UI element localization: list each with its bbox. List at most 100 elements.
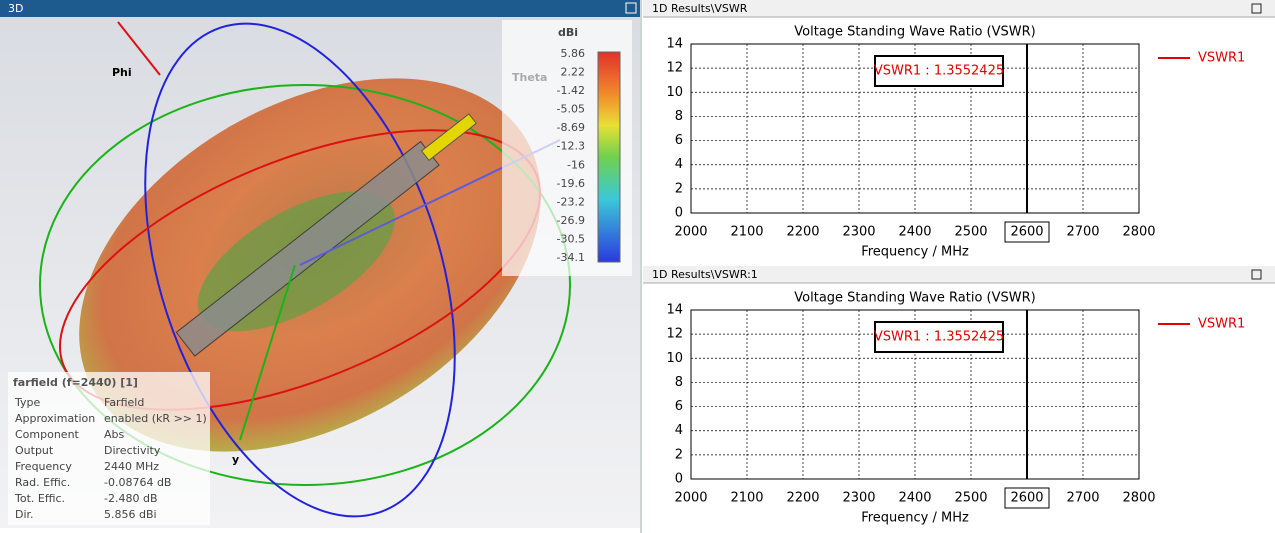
panel-header <box>0 0 640 17</box>
info-key: Rad. Effic. <box>15 476 70 489</box>
y-tick-label: 14 <box>666 303 683 318</box>
x-tick-label: 2600 <box>1010 225 1043 240</box>
info-key: Tot. Effic. <box>14 492 65 505</box>
info-key: Frequency <box>15 460 72 473</box>
chart-panel: 1D Results\VSWR:1 Voltage Standing Wave R… <box>643 266 1275 526</box>
marker-label: VSWR1 : 1.3552425 <box>874 330 1004 345</box>
x-tick-label: 2800 <box>1122 225 1155 240</box>
info-title: farfield (f=2440) [1] <box>13 376 138 389</box>
colorbar-tick-label: -8.69 <box>557 121 585 134</box>
plot-frame <box>690 43 1140 214</box>
chart-panel: 1D Results\VSWR Voltage Standing Wave Rat… <box>643 0 1275 260</box>
info-key: Type <box>14 396 40 409</box>
panel-header <box>643 0 1275 17</box>
x-tick-label: 2300 <box>842 491 875 506</box>
colorbar-tick-label: -30.5 <box>557 232 585 245</box>
y-tick-label: 0 <box>675 206 683 221</box>
marker-tick-box <box>1004 487 1050 509</box>
x-tick-label: 2400 <box>898 491 931 506</box>
legend-label: VSWR1 <box>1198 317 1245 332</box>
colorbar-tick-label: -19.6 <box>557 177 585 190</box>
y-tick-label: 2 <box>675 447 683 462</box>
theta-circle <box>144 22 456 518</box>
phi-label: Phi <box>112 66 132 79</box>
maximize-button[interactable] <box>625 2 637 14</box>
colorbar-tick-label: 2.22 <box>561 66 586 79</box>
x-tick-label: 2300 <box>842 225 875 240</box>
x-tick-label: 2800 <box>1122 491 1155 506</box>
x-tick-label: 2000 <box>674 225 707 240</box>
x-tick-label: 2000 <box>674 491 707 506</box>
info-value: 5.856 dBi <box>104 508 157 521</box>
feed <box>420 113 477 162</box>
info-value: Directivity <box>104 444 161 457</box>
y-tick-label: 8 <box>675 375 683 390</box>
colorbar-tick-label: -12.3 <box>557 140 585 153</box>
colorbar-tick-label: -5.05 <box>557 103 585 116</box>
y-tick-label: 12 <box>666 327 683 342</box>
y-tick-label: 4 <box>675 423 683 438</box>
y-tick-label: 2 <box>675 181 683 196</box>
y-axis-label: y <box>232 453 239 466</box>
info-value: -0.08764 dB <box>104 476 171 489</box>
info-value: enabled (kR >> 1) <box>104 412 207 425</box>
colorbar-tick-label: -1.42 <box>557 84 585 97</box>
colorbar-tick-label: -16 <box>567 158 585 171</box>
marker-tick-box <box>1004 221 1050 243</box>
y-tick-label: 12 <box>666 61 683 76</box>
info-box <box>8 372 210 525</box>
marker-label-box <box>874 321 1004 353</box>
y-tick-label: 10 <box>666 85 683 100</box>
colorbar-tick-label: -23.2 <box>557 195 585 208</box>
antenna <box>175 113 477 357</box>
y-tick-label: 14 <box>666 37 683 52</box>
x-tick-label: 2100 <box>730 225 763 240</box>
maximize-button[interactable] <box>1251 269 1262 280</box>
y-tick-label: 8 <box>675 109 683 124</box>
colorbar <box>597 51 621 263</box>
colorbar-ticks: 5.86 2.22 -1.42 -5.05 -8.69 -12.3 -16 -19.6 -23.… <box>557 47 585 264</box>
marker-label-box <box>874 55 1004 87</box>
x-tick-label: 2600 <box>1010 491 1043 506</box>
y-tick-label: 4 <box>675 157 683 172</box>
info-value: -2.480 dB <box>104 492 158 505</box>
info-value: 2440 MHz <box>104 460 159 473</box>
y-tick-label: 6 <box>675 133 683 148</box>
x-tick-label: 2500 <box>954 491 987 506</box>
panel-title: 1D Results\VSWR:1 <box>652 268 758 281</box>
charts: 1D Results\VSWR Voltage Standing Wave Rat… <box>643 0 1275 526</box>
colorbar-unit: dBi <box>558 26 578 39</box>
x-tick-label: 2200 <box>786 491 819 506</box>
plot-frame <box>690 309 1140 480</box>
info-rows: Type Farfield Approximation enabled (kR >> … <box>14 396 207 521</box>
legend-label: VSWR1 <box>1198 51 1245 66</box>
maximize-button[interactable] <box>1251 3 1262 14</box>
colorbar-tick-label: 5.86 <box>561 47 586 60</box>
y-tick-label: 0 <box>675 472 683 487</box>
info-key: Dir. <box>15 508 34 521</box>
chart-title: Voltage Standing Wave Ratio (VSWR) <box>794 291 1035 306</box>
info-key: Component <box>15 428 80 441</box>
x-tick-label: 2700 <box>1066 225 1099 240</box>
panel-title: 1D Results\VSWR <box>652 2 748 15</box>
colorbar-tick-label: -26.9 <box>557 214 585 227</box>
axis-y <box>239 264 296 441</box>
theta-label: Theta <box>512 71 547 84</box>
panel-header <box>643 266 1275 283</box>
x-tick-label: 2700 <box>1066 491 1099 506</box>
y-tick-label: 10 <box>666 351 683 366</box>
marker-label: VSWR1 : 1.3552425 <box>874 64 1004 79</box>
info-value: Abs <box>104 428 125 441</box>
x-axis-label: Frequency / MHz <box>861 511 969 526</box>
chart-title: Voltage Standing Wave Ratio (VSWR) <box>794 25 1035 40</box>
x-axis-label: Frequency / MHz <box>861 245 969 260</box>
colorbar-tick-label: -34.1 <box>557 251 585 264</box>
x-tick-label: 2500 <box>954 225 987 240</box>
x-tick-label: 2100 <box>730 491 763 506</box>
axis-z <box>117 21 161 76</box>
info-key: Output <box>15 444 54 457</box>
info-key: Approximation <box>15 412 95 425</box>
x-tick-label: 2400 <box>898 225 931 240</box>
phi-circle <box>39 84 571 486</box>
